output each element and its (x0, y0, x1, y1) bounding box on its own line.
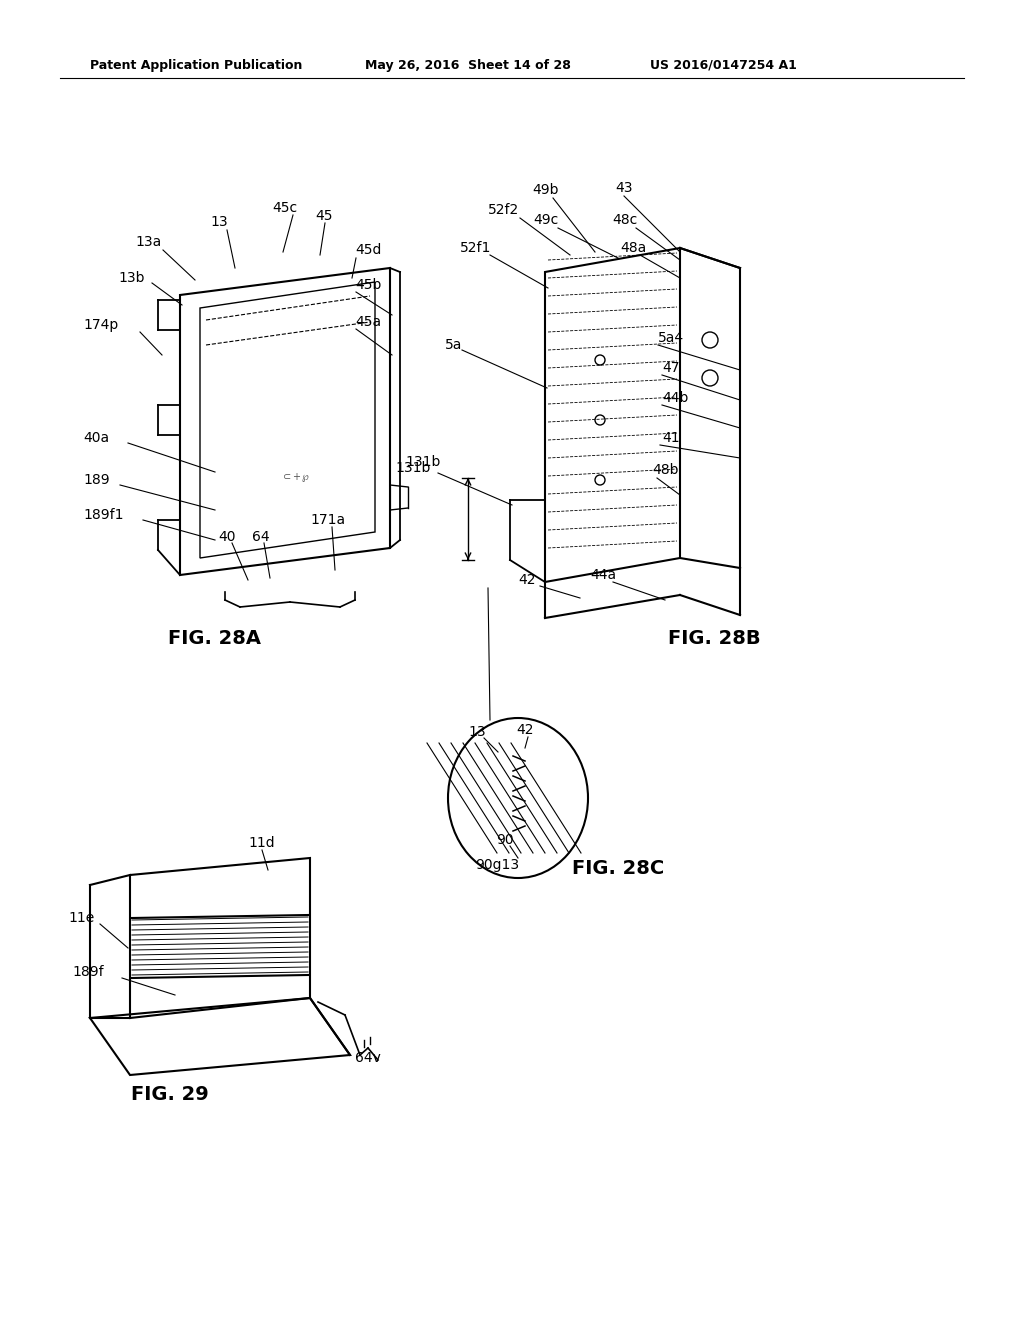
Text: May 26, 2016  Sheet 14 of 28: May 26, 2016 Sheet 14 of 28 (365, 58, 570, 71)
Text: 189f1: 189f1 (83, 508, 124, 521)
Text: 5a4: 5a4 (658, 331, 684, 345)
Text: 42: 42 (518, 573, 536, 587)
Text: 45d: 45d (355, 243, 381, 257)
Text: 40: 40 (218, 531, 236, 544)
Text: 48b: 48b (652, 463, 679, 477)
Text: $\subset$+$\wp$: $\subset$+$\wp$ (281, 471, 309, 484)
Text: 131b: 131b (395, 461, 430, 475)
Text: 45a: 45a (355, 315, 381, 329)
Text: 64: 64 (252, 531, 269, 544)
Text: 13: 13 (468, 725, 485, 739)
Text: 64v: 64v (355, 1051, 381, 1065)
Text: 13: 13 (210, 215, 227, 228)
Text: 44a: 44a (590, 568, 616, 582)
Text: 13a: 13a (135, 235, 161, 249)
Text: 45b: 45b (355, 279, 381, 292)
Text: 49b: 49b (532, 183, 558, 197)
Text: 131b: 131b (406, 455, 440, 469)
Text: 47: 47 (662, 360, 680, 375)
Text: 13b: 13b (118, 271, 144, 285)
Text: 48c: 48c (612, 213, 637, 227)
Text: 43: 43 (615, 181, 633, 195)
Text: 40a: 40a (83, 432, 110, 445)
Text: 174p: 174p (83, 318, 118, 333)
Text: FIG. 28A: FIG. 28A (169, 628, 261, 648)
Text: 5a: 5a (445, 338, 463, 352)
Text: 11d: 11d (248, 836, 274, 850)
Text: FIG. 28C: FIG. 28C (572, 858, 665, 878)
Text: 49c: 49c (534, 213, 558, 227)
Text: 90g13: 90g13 (475, 858, 519, 873)
Text: 189f: 189f (72, 965, 103, 979)
Text: 45: 45 (315, 209, 333, 223)
Text: Patent Application Publication: Patent Application Publication (90, 58, 302, 71)
Text: 48a: 48a (620, 242, 646, 255)
Text: 44b: 44b (662, 391, 688, 405)
Text: 189: 189 (83, 473, 110, 487)
Text: 52f2: 52f2 (488, 203, 519, 216)
Text: 45c: 45c (272, 201, 297, 215)
Text: 52f1: 52f1 (460, 242, 492, 255)
Text: 41: 41 (662, 432, 680, 445)
Text: 42: 42 (516, 723, 534, 737)
Text: 11e: 11e (68, 911, 94, 925)
Text: FIG. 28B: FIG. 28B (668, 628, 761, 648)
Text: 171a: 171a (310, 513, 345, 527)
Text: FIG. 29: FIG. 29 (131, 1085, 209, 1105)
Text: 90: 90 (496, 833, 514, 847)
Text: US 2016/0147254 A1: US 2016/0147254 A1 (650, 58, 797, 71)
